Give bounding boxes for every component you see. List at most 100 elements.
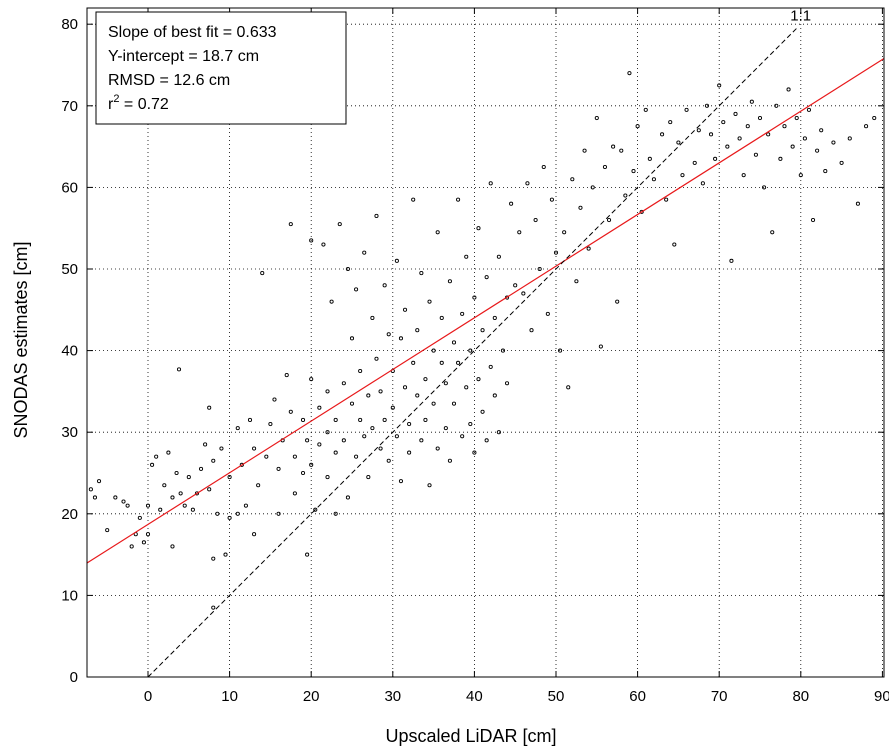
data-point [558,348,563,353]
data-point [333,511,338,516]
data-point [578,205,583,210]
data-point [349,336,355,341]
data-point [435,446,440,451]
data-point [419,438,424,443]
data-point [586,246,591,251]
data-point [606,217,612,223]
data-point [472,450,477,455]
data-point [660,132,665,137]
data-point [158,507,163,512]
r2-prefix: r [108,96,114,113]
data-point [145,532,151,537]
data-point [447,458,452,463]
data-point [509,201,514,206]
data-point [745,124,750,129]
data-point [345,266,350,272]
data-point [533,217,538,223]
data-point [345,495,350,500]
data-point [92,495,98,500]
stats-box: Slope of best fit = 0.633 Y-intercept = … [95,11,347,125]
data-point [496,254,501,259]
data-point [407,450,412,455]
data-point [619,148,624,153]
data-point [749,99,754,104]
data-point [329,299,334,304]
y-tick-label: 80 [61,16,78,33]
one-to-one-label: 1:1 [790,7,811,24]
data-point [537,266,542,272]
data-point [500,348,506,353]
data-point [802,136,807,141]
data-point [464,385,469,390]
data-point [145,503,151,508]
data-point [566,385,571,390]
data-point [358,417,363,423]
data-point [729,258,734,263]
data-point [680,173,685,178]
data-point [88,487,93,492]
data-point [366,475,371,480]
data-point [235,511,240,516]
data-point [790,144,795,149]
data-point [488,364,493,369]
data-point [823,169,828,174]
data-point [341,438,346,443]
data-point [770,230,775,235]
y-tick-label: 70 [61,98,78,115]
data-point [798,173,803,178]
data-point [651,177,656,182]
data-point [419,271,424,276]
data-point [305,438,310,443]
data-point [480,409,485,414]
data-point [521,291,526,296]
data-point [386,458,391,463]
data-point [806,107,812,112]
data-point [182,503,187,508]
data-point [362,250,367,255]
data-point [276,466,281,471]
tick-labels: 0 10 20 30 40 50 60 70 80 90 0 10 20 30 40 50 60 70 80 [61,16,889,705]
data-point [431,348,436,353]
data-point [276,511,281,516]
rmsd-stat: RMSD = 12.6 cm [108,72,230,89]
one-to-one-line [147,27,798,678]
data-point [398,336,404,341]
data-point [594,115,599,121]
data-point [684,107,689,112]
data-point [700,181,705,186]
x-axis-title: Upscaled LiDAR [cm] [385,726,556,746]
data-point [313,507,318,512]
data-point [631,169,636,174]
data-point [460,311,465,316]
data-point [121,499,126,504]
data-point [194,491,200,496]
data-point [170,544,175,549]
data-point [260,271,265,276]
data-point [203,442,208,447]
data-point [186,475,191,480]
data-point [105,528,110,533]
data-point [337,222,342,227]
data-point [333,450,338,455]
data-point [464,254,469,259]
data-point [129,544,134,549]
data-point [570,177,575,182]
data-point [488,181,493,186]
data-point [717,83,722,88]
data-point [847,136,852,141]
data-point [211,605,216,610]
data-point [598,344,603,349]
data-point [611,144,616,149]
data-point [113,495,118,500]
data-point [708,132,714,137]
data-point [472,295,477,300]
data-point [211,458,216,463]
data-point [215,511,220,516]
y-tick-label: 30 [61,424,78,441]
data-point [402,307,408,312]
data-point [309,377,314,382]
data-point [525,181,530,186]
data-point [545,311,550,316]
data-point [839,160,844,165]
